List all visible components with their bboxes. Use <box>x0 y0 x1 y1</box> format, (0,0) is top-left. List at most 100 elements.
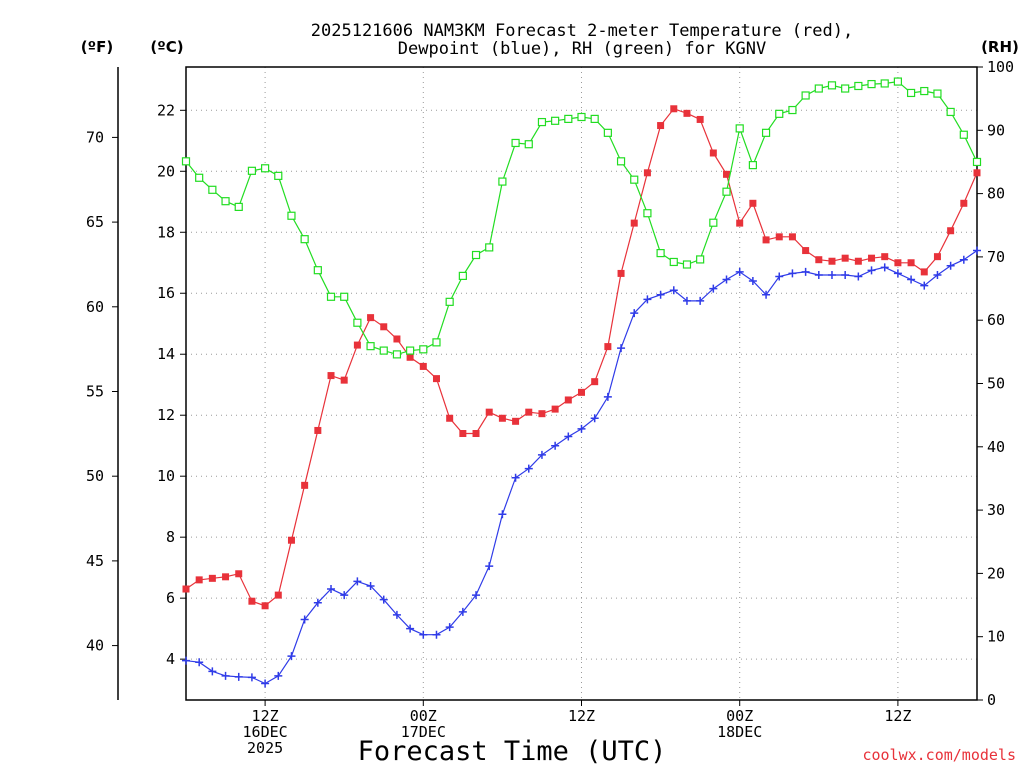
temperature-point <box>868 254 876 262</box>
dewpoint-point <box>893 269 902 278</box>
dewpoint-point <box>221 671 230 680</box>
dewpoint-point <box>788 269 797 278</box>
rh-point <box>696 255 705 264</box>
dewpoint-point <box>182 656 190 665</box>
temperature-point <box>327 372 335 380</box>
rh-point <box>814 84 823 93</box>
rh-tick-label: 80 <box>987 185 1005 203</box>
fahrenheit-tick-label: 70 <box>86 128 104 146</box>
dewpoint-point <box>327 585 336 594</box>
rh-point <box>313 266 322 275</box>
temperature-point <box>643 169 651 177</box>
temperature-point <box>182 585 190 593</box>
gridlines <box>186 67 977 700</box>
temperature-point <box>287 536 295 544</box>
dewpoint-point <box>643 295 652 304</box>
dewpoint-point <box>472 591 481 600</box>
rh-point <box>379 346 388 355</box>
rh-point <box>946 107 955 117</box>
rh-point <box>234 202 243 211</box>
celsius-tick-label: 16 <box>157 284 175 302</box>
temperature-point <box>933 253 941 261</box>
temperature-point <box>208 574 216 582</box>
temperature-point <box>195 576 203 584</box>
rh-point <box>722 187 731 196</box>
celsius-tick-label: 22 <box>157 101 175 119</box>
rh-point <box>195 173 204 182</box>
dewpoint-point <box>274 671 283 680</box>
dewpoint-point <box>946 261 955 270</box>
rh-point <box>181 157 191 166</box>
dewpoint-point <box>775 272 784 281</box>
dewpoint-point <box>300 615 309 624</box>
rh-point <box>656 249 665 258</box>
temperature-point <box>591 378 599 386</box>
dewpoint-point <box>537 450 546 459</box>
fahrenheit-tick-label: 50 <box>86 467 104 485</box>
dewpoint-point <box>709 284 718 293</box>
rh-point <box>392 350 402 359</box>
celsius-tick-label: 10 <box>157 467 175 485</box>
dewpoint-point <box>445 623 454 632</box>
dewpoint-point <box>564 432 573 441</box>
rh-point <box>577 112 586 122</box>
temperature-point <box>248 597 256 605</box>
dewpoint-point <box>287 652 296 661</box>
temperature-point <box>802 247 810 255</box>
rh-tick-label: 30 <box>987 501 1005 519</box>
temperature-point <box>709 149 717 157</box>
x-tick-label: 17DEC <box>401 723 446 741</box>
dewpoint-point <box>458 607 467 616</box>
dewpoint-point <box>590 414 599 423</box>
x-axis-title: Forecast Time (UTC) <box>358 736 667 767</box>
temperature-point <box>551 405 559 413</box>
rh-point <box>366 342 375 351</box>
rh-point <box>854 81 863 91</box>
dewpoint-point <box>722 275 731 284</box>
fahrenheit-tick-label: 45 <box>86 552 104 570</box>
rh-point <box>801 91 810 100</box>
rh-axis-label: (RH) <box>981 38 1019 56</box>
temperature-point <box>960 199 968 207</box>
dewpoint-point <box>366 581 375 590</box>
celsius-tick-label: 4 <box>166 650 175 668</box>
dewpoint-point <box>959 255 968 264</box>
chart-title-line1: 2025121606 NAM3KM Forecast 2-meter Tempe… <box>311 21 853 41</box>
fahrenheit-tick-label: 60 <box>86 298 104 316</box>
temperature-point <box>578 388 585 396</box>
temperature-point <box>564 396 572 404</box>
rh-point <box>208 185 217 194</box>
temperature-point <box>894 259 902 267</box>
rh-point <box>524 140 533 149</box>
dewpoint-point <box>353 577 362 586</box>
temperature-point <box>485 408 493 416</box>
dewpoint-point <box>524 464 533 473</box>
dewpoint-point <box>854 272 863 281</box>
rh-point <box>682 260 692 269</box>
rh-point <box>445 297 454 306</box>
temperature-point <box>854 257 862 265</box>
rh-point <box>326 292 336 301</box>
rh-point <box>841 84 850 93</box>
rh-tick-label: 0 <box>987 691 996 709</box>
dewpoint-point <box>801 267 810 276</box>
dewpoint-point <box>432 630 441 639</box>
celsius-tick-label: 14 <box>157 345 175 363</box>
temperature-point <box>920 268 928 276</box>
rh-point <box>893 77 903 86</box>
temperature-point <box>380 323 388 331</box>
rh-tick-label: 60 <box>987 311 1005 329</box>
dewpoint-point <box>814 270 823 279</box>
x-tick-label: 00Z <box>410 707 437 725</box>
plot-frame <box>185 66 978 701</box>
celsius-tick-label: 8 <box>166 528 175 546</box>
temperature-point <box>393 335 401 343</box>
temperature-point <box>367 314 375 322</box>
temperature-point <box>775 233 783 241</box>
temperature-point <box>525 408 533 416</box>
x-tick-label: 2025 <box>247 739 283 757</box>
dewpoint-point <box>630 309 639 318</box>
dewpoint-point <box>920 281 929 290</box>
rh-tick-label: 20 <box>987 564 1005 582</box>
dewpoint-point <box>577 424 586 433</box>
